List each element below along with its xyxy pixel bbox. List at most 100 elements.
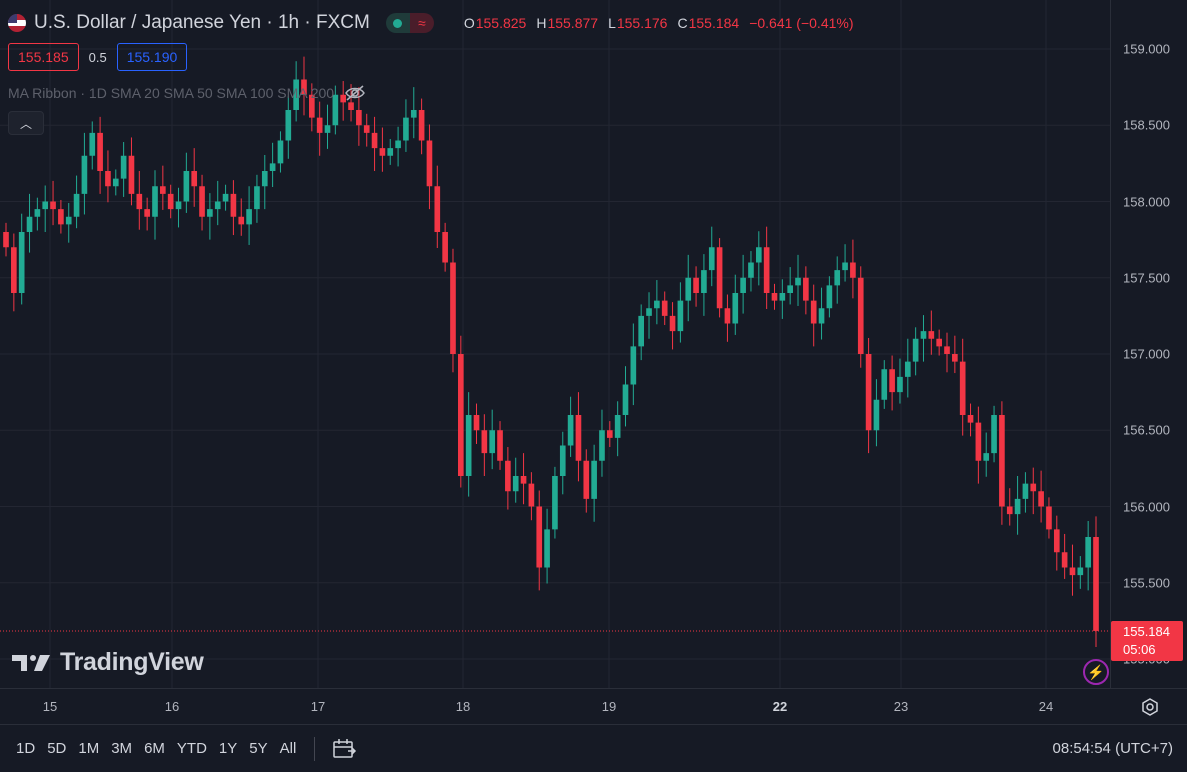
- settings-icon[interactable]: [1140, 697, 1160, 717]
- candle: [1046, 497, 1052, 539]
- candle-body: [332, 94, 339, 126]
- sell-button[interactable]: 155.185: [8, 43, 79, 71]
- candle-body: [199, 186, 205, 217]
- range-button-all[interactable]: All: [279, 740, 297, 757]
- lightning-icon[interactable]: ⚡: [1083, 659, 1109, 685]
- candle: [944, 332, 950, 373]
- candle-body: [144, 209, 150, 217]
- candle-body: [583, 460, 590, 499]
- collapse-legend-button[interactable]: ︿: [8, 111, 44, 135]
- candle-body: [191, 171, 198, 187]
- range-button-5y[interactable]: 5Y: [249, 740, 268, 757]
- candle: [787, 267, 793, 305]
- candle: [912, 327, 919, 376]
- candle-body: [481, 430, 488, 454]
- candle: [160, 165, 166, 210]
- market-open-icon: [385, 13, 410, 33]
- time-axis-label: 19: [601, 699, 617, 714]
- candle-body: [920, 331, 927, 339]
- candle: [701, 254, 707, 316]
- candle: [748, 251, 754, 292]
- chart-pane[interactable]: [0, 0, 1110, 688]
- buy-button[interactable]: 155.190: [116, 43, 188, 71]
- candle: [175, 187, 182, 228]
- candle: [920, 315, 927, 362]
- candle-body: [505, 460, 511, 492]
- range-button-1y[interactable]: 1Y: [218, 740, 238, 757]
- candle: [842, 244, 848, 282]
- candle-body: [167, 193, 174, 210]
- candle: [418, 98, 425, 155]
- candle: [583, 449, 590, 513]
- candle-body: [834, 270, 841, 286]
- time-axis-label: 15: [42, 699, 58, 714]
- candle-body: [904, 361, 911, 377]
- candle: [614, 401, 621, 457]
- candle-body: [1022, 483, 1029, 499]
- candle: [818, 287, 825, 340]
- candle: [622, 366, 629, 427]
- candle-body: [403, 117, 409, 141]
- candle-body: [983, 453, 990, 461]
- candle-body: [497, 430, 503, 461]
- candle-body: [363, 125, 370, 133]
- candle-body: [324, 125, 331, 133]
- clock-timezone[interactable]: 08:54:54 (UTC+7): [1052, 740, 1173, 757]
- range-button-6m[interactable]: 6M: [144, 740, 165, 757]
- date-range-icon[interactable]: [331, 737, 357, 761]
- candle-body: [630, 346, 637, 385]
- range-button-3m[interactable]: 3M: [111, 740, 133, 757]
- candle: [661, 291, 668, 326]
- indicator-legend[interactable]: MA Ribbon · 1D SMA 20 SMA 50 SMA 100 SMA…: [8, 84, 366, 102]
- range-button-5d[interactable]: 5D: [47, 740, 67, 757]
- candle: [285, 96, 292, 159]
- candle-body: [771, 293, 778, 301]
- range-button-ytd[interactable]: YTD: [176, 740, 207, 757]
- bar-countdown: 05:06: [1123, 642, 1156, 657]
- range-button-1m[interactable]: 1M: [78, 740, 100, 757]
- candle-body: [755, 247, 762, 263]
- candle-body: [348, 102, 354, 110]
- candle: [120, 142, 127, 197]
- candle-body: [850, 262, 856, 278]
- candle: [379, 127, 386, 172]
- candle: [1069, 544, 1076, 596]
- eye-off-icon[interactable]: [344, 84, 366, 102]
- candle: [58, 199, 64, 234]
- candle-body: [693, 277, 699, 293]
- candle-body: [1061, 552, 1068, 568]
- candle: [269, 142, 276, 188]
- candle: [850, 239, 856, 299]
- market-status-icon[interactable]: ≈: [385, 13, 434, 33]
- candle: [803, 266, 809, 315]
- candle-body: [1077, 567, 1084, 576]
- candle-body: [309, 94, 315, 118]
- candle: [599, 409, 605, 477]
- indicator-label[interactable]: MA Ribbon · 1D SMA 20 SMA 50 SMA 100 SMA…: [8, 85, 335, 101]
- candle-body: [434, 186, 441, 232]
- candle-body: [952, 354, 958, 362]
- candle-body: [716, 247, 723, 309]
- candle-body: [112, 178, 119, 187]
- candle-body: [11, 247, 17, 293]
- candlestick-chart[interactable]: [0, 0, 1110, 688]
- symbol-title[interactable]: U.S. Dollar / Japanese Yen · 1h · FXCM: [34, 12, 370, 33]
- candle-body: [426, 140, 433, 187]
- candle-body: [175, 201, 182, 210]
- time-axis-label: 23: [893, 699, 909, 714]
- ohlc-close: C155.184: [677, 15, 740, 31]
- candle: [387, 138, 394, 165]
- range-button-1d[interactable]: 1D: [16, 740, 36, 757]
- candle: [520, 453, 527, 505]
- candle: [1038, 470, 1044, 523]
- candle-body: [520, 476, 527, 484]
- candle-body: [724, 308, 731, 324]
- candle: [442, 222, 448, 272]
- candle-body: [559, 445, 566, 476]
- candle-body: [575, 415, 582, 461]
- candle-body: [26, 216, 33, 232]
- price-axis[interactable]: 159.000 158.500 158.000 157.500 157.000 156.5…: [1110, 0, 1187, 688]
- candle: [465, 392, 472, 497]
- candle-body: [238, 216, 245, 225]
- time-axis[interactable]: 15 16 17 18 19 22 23 24: [0, 688, 1187, 724]
